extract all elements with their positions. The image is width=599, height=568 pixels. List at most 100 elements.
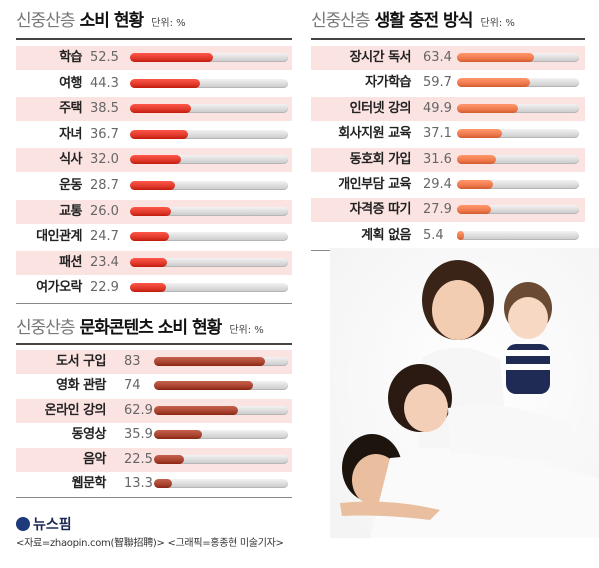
bar-category-label: 도서 구입 [56, 354, 106, 369]
bar-row: 동호회 가입 31.6 [311, 147, 585, 172]
bar [130, 206, 172, 216]
bar-row: 패션 23.4 [16, 250, 292, 275]
bar-value-label: 27.9 [423, 202, 452, 218]
bar-value-label: 44.3 [90, 75, 119, 91]
logo-text: 뉴스핌 [33, 517, 72, 533]
bar-category-label: 학습 [59, 50, 82, 65]
chart-title: 신중산층 문화콘텐츠 소비 현황 단위: % [16, 313, 264, 338]
bar [457, 103, 518, 113]
bar-value-label: 13.3 [124, 476, 153, 491]
chart-unit: 단위: % [151, 18, 186, 29]
bar-track [154, 479, 288, 488]
chart-bottom-rule [16, 303, 292, 304]
bar [154, 430, 203, 440]
bar [457, 78, 530, 88]
bar-row: 여가오락 22.9 [16, 276, 292, 300]
chart-title: 신중산층 생활 충전 방식 단위: % [311, 6, 515, 31]
chart-bottom-rule [16, 497, 292, 499]
bar-category-label: 영화 관람 [56, 378, 106, 394]
bar-category-label: 패션 [59, 254, 82, 270]
bar [154, 479, 172, 488]
bar-track [130, 283, 288, 293]
bar-value-label: 31.6 [423, 151, 452, 167]
bar-row: 계획 없음 5.4 [311, 224, 585, 248]
bar-category-label: 온라인 강의 [44, 402, 107, 418]
bar-track [457, 205, 579, 215]
bar-category-label: 계획 없음 [361, 227, 411, 243]
bar [130, 155, 181, 165]
chart-title-prefix: 신중산층 [311, 11, 371, 31]
bar-category-label: 주택 [59, 101, 82, 117]
bar-category-label: 식사 [59, 152, 82, 168]
title-divider [16, 343, 292, 345]
bar-category-label: 동호회 가입 [349, 151, 412, 167]
bar-row: 운동 28.7 [16, 174, 292, 198]
bar-row: 개인부담 교육 29.4 [311, 173, 585, 197]
bar-category-label: 동영상 [71, 427, 107, 443]
bar-category-label: 여행 [59, 75, 82, 91]
bar-row: 대인관계 24.7 [16, 225, 292, 249]
bar-value-label: 35.9 [124, 427, 153, 443]
bar-track [130, 206, 288, 216]
bar-category-label: 자가학습 [365, 75, 411, 91]
bar-row: 인터넷 강의 49.9 [311, 96, 585, 121]
bar-track [154, 454, 288, 464]
chart-self-charging: 신중산층 생활 충전 방식 단위: % 장시간 독서 63.4 자가학습 59.7 인터… [311, 6, 585, 252]
bar-track [130, 129, 288, 139]
bar-track [457, 129, 579, 139]
chart-unit: 단위: % [229, 325, 264, 336]
bar [130, 232, 170, 242]
bar-track [457, 103, 579, 113]
bar-row: 온라인 강의 62.9 [16, 398, 292, 423]
bar-category-label: 여가오락 [36, 280, 82, 296]
logo-mark-icon [16, 517, 30, 531]
bar-category-label: 웹문학 [71, 476, 107, 491]
bar-row: 음악 22.5 [16, 447, 292, 472]
bar-track [130, 257, 288, 267]
bar [130, 129, 188, 139]
bar [457, 129, 503, 139]
bar-row: 웹문학 13.3 [16, 472, 292, 496]
bar-value-label: 5.4 [423, 227, 444, 243]
bar-row: 동영상 35.9 [16, 423, 292, 447]
bar-row: 학습 52.5 [16, 46, 292, 70]
bar-value-label: 62.9 [124, 402, 153, 418]
bar [130, 181, 176, 190]
chart-title-main: 생활 충전 방식 [374, 11, 474, 31]
bar-track [130, 78, 288, 88]
bar [154, 357, 266, 366]
chart-title-prefix: 신중산층 [16, 11, 76, 31]
title-divider [311, 38, 585, 40]
bar-value-label: 63.4 [423, 50, 452, 65]
bar-row: 식사 32.0 [16, 148, 292, 173]
bar [130, 104, 191, 114]
family-photo [330, 248, 599, 538]
bar-value-label: 23.4 [90, 254, 119, 270]
bar [457, 154, 496, 164]
bar-value-label: 22.5 [124, 451, 153, 467]
chart-title-main: 소비 현황 [79, 11, 144, 31]
chart-title-prefix: 신중산층 [16, 318, 76, 338]
bar [154, 405, 239, 415]
bar-category-label: 개인부담 교육 [338, 177, 411, 192]
bar-track [154, 405, 288, 415]
chart-unit: 단위: % [480, 18, 515, 29]
bar-value-label: 83 [124, 354, 141, 369]
bar-category-label: 장시간 독서 [349, 50, 412, 65]
bar [130, 78, 200, 88]
bar-category-label: 자격증 따기 [349, 202, 412, 218]
bar-category-label: 자녀 [59, 126, 82, 142]
bar-row: 도서 구입 83 [16, 350, 292, 374]
bar [457, 230, 464, 240]
bar-track [154, 430, 288, 440]
source-credit: <자료=zhaopin.com(智聯招聘)> <그래픽=홍종현 미술기자> [16, 538, 284, 549]
bar-track [154, 381, 288, 391]
bar-track [130, 53, 288, 62]
chart-title: 신중산층 소비 현황 단위: % [16, 6, 186, 31]
bar-track [130, 104, 288, 114]
bar-track [130, 181, 288, 190]
bar-value-label: 38.5 [90, 101, 119, 117]
bar-category-label: 대인관계 [36, 229, 82, 245]
bar [130, 257, 167, 267]
bar-category-label: 회사지원 교육 [338, 126, 411, 142]
